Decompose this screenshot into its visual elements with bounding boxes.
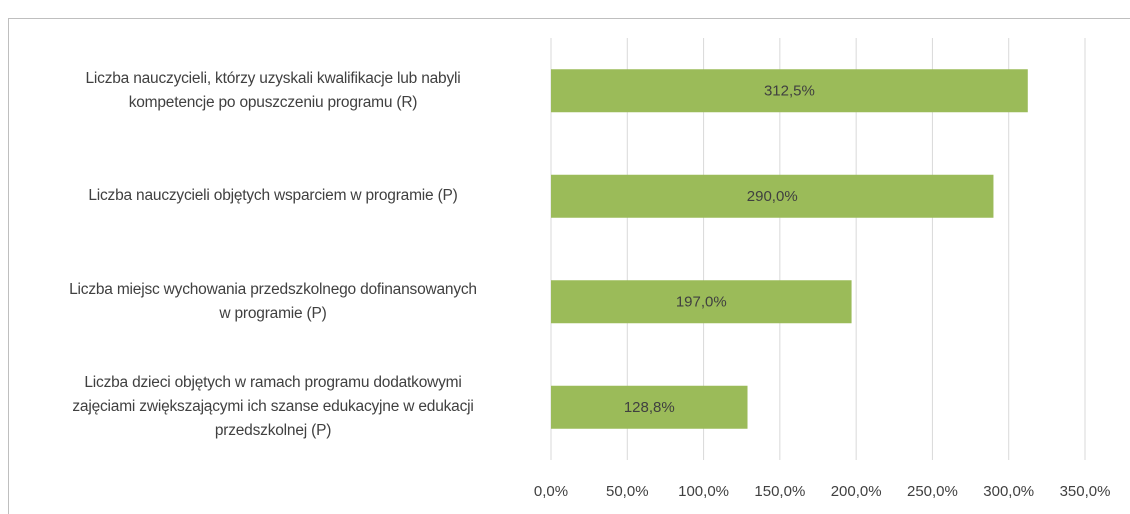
x-tick-label: 200,0% — [831, 483, 882, 500]
bar — [551, 280, 852, 324]
data-label: 128,8% — [624, 399, 675, 416]
bar — [551, 174, 994, 218]
x-tick-label: 150,0% — [754, 483, 805, 500]
x-tick-label: 350,0% — [1060, 483, 1111, 500]
x-tick-label: 250,0% — [907, 483, 958, 500]
category-label: Liczba miejsc wychowania przedszkolnego … — [69, 280, 477, 322]
x-tick-label: 100,0% — [678, 483, 729, 500]
data-label: 197,0% — [676, 294, 727, 311]
bar — [551, 69, 1028, 113]
bar — [551, 385, 748, 429]
category-label: Liczba nauczycieli objętych wsparciem w … — [88, 187, 458, 205]
data-label: 312,5% — [764, 83, 815, 100]
chart-frame — [8, 18, 1130, 514]
x-tick-label: 0,0% — [534, 483, 568, 500]
x-tick-label: 300,0% — [983, 483, 1034, 500]
data-label: 290,0% — [747, 188, 798, 205]
category-label: Liczba nauczycieli, którzy uzyskali kwal… — [85, 69, 461, 111]
x-tick-label: 50,0% — [606, 483, 649, 500]
category-label: Liczba dzieci objętych w ramach programu… — [72, 374, 474, 440]
